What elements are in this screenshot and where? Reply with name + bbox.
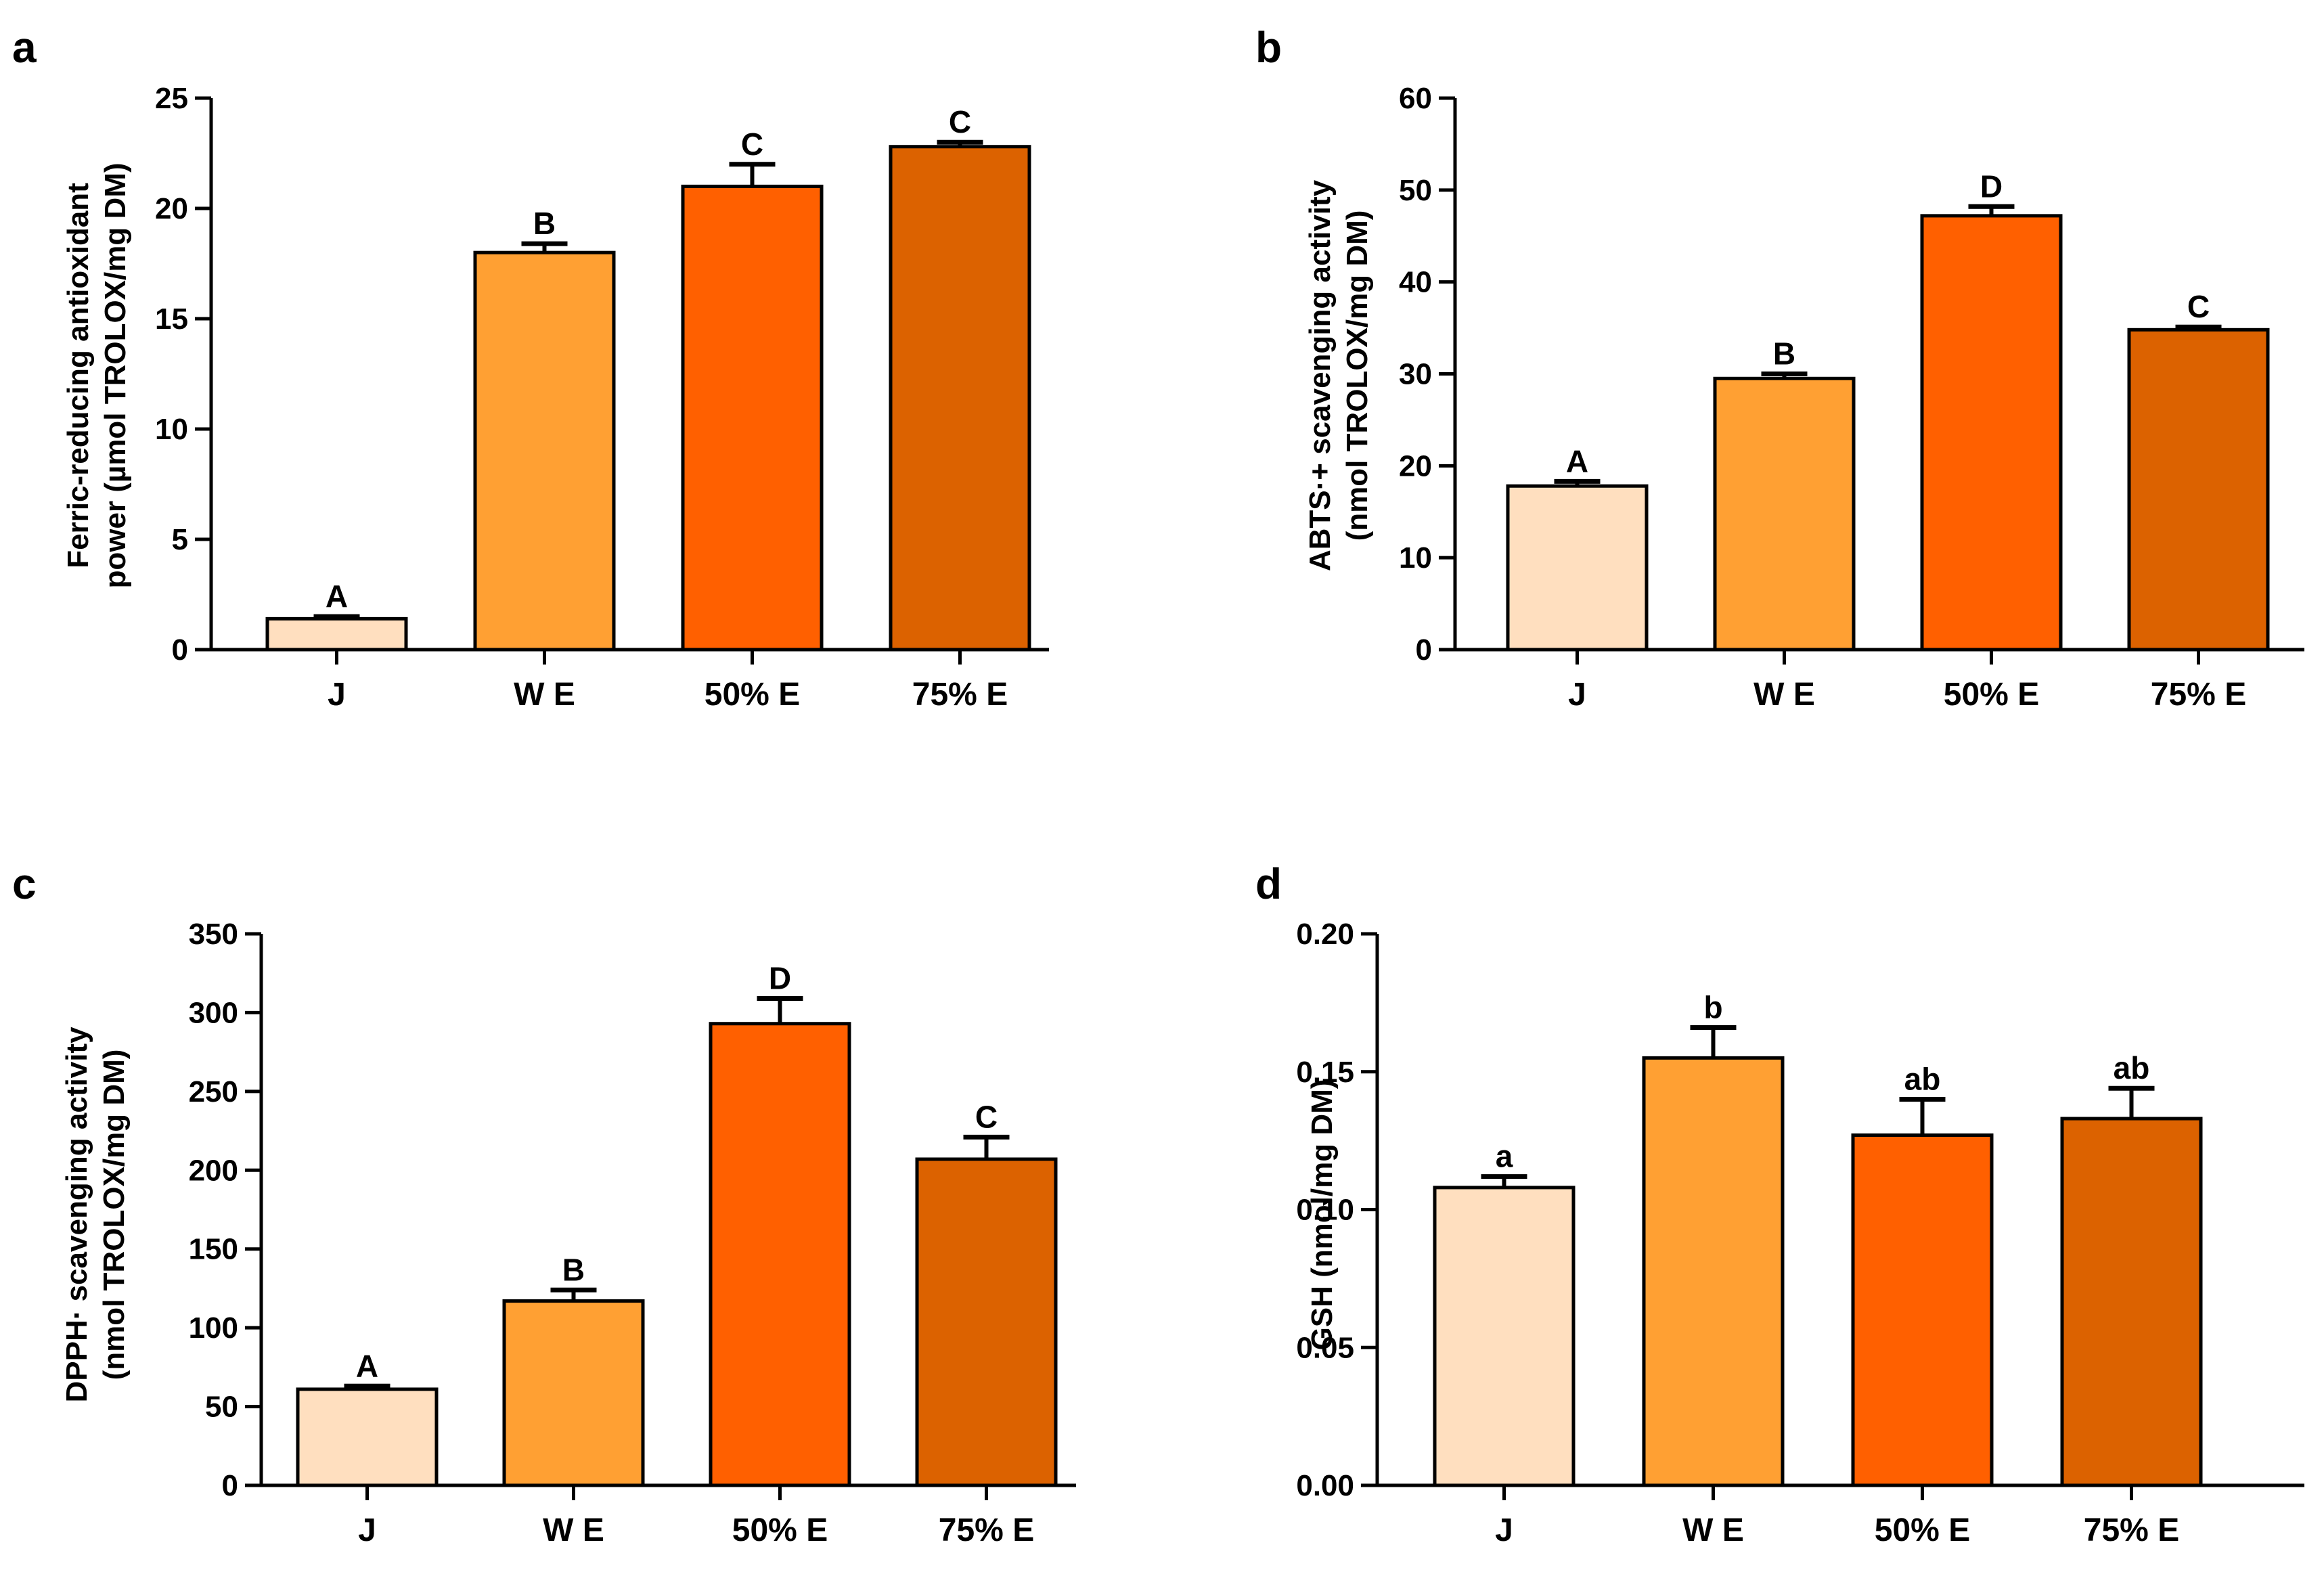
y-tick-label-a-3: 15 <box>155 302 188 336</box>
category-label-a-0: J <box>328 677 346 713</box>
significance-label-d-0: a <box>1496 1139 1513 1174</box>
significance-label-a-2: C <box>741 127 763 162</box>
y-axis-title-c-line1: DPPH· scavenging activity <box>60 1027 93 1403</box>
y-tick-label-a-5: 25 <box>155 82 188 115</box>
panel-letter-a: a <box>12 23 37 72</box>
category-label-c-0: J <box>358 1512 376 1548</box>
significance-label-b-2: D <box>1980 168 2003 204</box>
bar-b-0 <box>1506 484 1649 652</box>
panel-letter-b: b <box>1255 23 1282 72</box>
category-label-b-0: J <box>1568 677 1586 713</box>
y-tick-label-b-6: 60 <box>1399 82 1432 115</box>
panel-b: b ABTS·+ scavenging activity (nmol TROLO… <box>1255 23 1374 571</box>
y-axis-title-a-line1: Ferric-reducing antioxidant <box>62 183 95 568</box>
y-tick-label-b-1: 10 <box>1399 541 1432 575</box>
significance-label-a-1: B <box>533 206 556 241</box>
significance-label-c-2: D <box>769 960 791 995</box>
significance-label-a-0: A <box>326 579 348 614</box>
y-axis-title-a-line2: power (µmol TROLOX/mg DM) <box>99 162 132 588</box>
y-tick-label-c-5: 250 <box>189 1075 238 1108</box>
significance-label-d-3: ab <box>2114 1050 2150 1085</box>
bar-a-2 <box>681 184 824 652</box>
bar-a-3 <box>889 145 1031 652</box>
y-tick-label-d-3: 0.15 <box>1296 1056 1354 1089</box>
y-tick-label-c-4: 200 <box>189 1154 238 1187</box>
y-tick-label-d-2: 0.10 <box>1296 1194 1354 1227</box>
y-tick-label-b-5: 50 <box>1399 174 1432 207</box>
bar-d-2 <box>1851 1133 1994 1487</box>
significance-label-c-0: A <box>356 1348 378 1383</box>
panel-letter-d: d <box>1255 859 1282 908</box>
panel-letter-c: c <box>12 859 37 908</box>
significance-label-d-1: b <box>1703 990 1722 1025</box>
y-tick-label-c-2: 100 <box>189 1311 238 1345</box>
y-tick-label-c-1: 50 <box>205 1391 238 1424</box>
bar-d-1 <box>1642 1056 1785 1487</box>
y-tick-label-c-7: 350 <box>189 918 238 951</box>
chart-c: 0 50 100 150 200 250 300 350 A J B W E D 50% E C 75% E <box>189 918 1076 1548</box>
category-label-d-0: J <box>1495 1512 1513 1548</box>
y-tick-label-d-0: 0.00 <box>1296 1469 1354 1502</box>
y-tick-label-c-0: 0 <box>222 1469 238 1502</box>
y-tick-label-c-3: 150 <box>189 1233 238 1266</box>
y-tick-label-b-3: 30 <box>1399 358 1432 391</box>
category-label-b-3: 75% E <box>2151 677 2246 713</box>
y-tick-label-a-4: 20 <box>155 192 188 225</box>
y-tick-label-d-1: 0.05 <box>1296 1331 1354 1364</box>
panel-a: a Ferric-reducing antioxidant power (µmo… <box>12 23 132 589</box>
significance-label-b-1: B <box>1773 336 1795 372</box>
y-axis-title-d: GSH (nmol/mg DM) <box>1305 1079 1339 1351</box>
significance-label-b-0: A <box>1566 443 1588 478</box>
category-label-b-1: W E <box>1753 677 1815 713</box>
bar-c-2 <box>709 1022 851 1487</box>
category-label-c-1: W E <box>543 1512 604 1548</box>
bar-b-1 <box>1713 376 1856 652</box>
category-label-d-2: 50% E <box>1875 1512 1970 1548</box>
panel-d: d GSH (nmol/mg DM) <box>1255 859 1339 1350</box>
category-label-d-1: W E <box>1682 1512 1744 1548</box>
y-tick-label-b-0: 0 <box>1416 633 1432 667</box>
category-label-c-2: 50% E <box>732 1512 828 1548</box>
bar-d-0 <box>1433 1186 1576 1487</box>
category-label-a-2: 50% E <box>705 677 800 713</box>
y-axis-title-b-line2: (nmol TROLOX/mg DM) <box>1341 210 1374 541</box>
y-tick-label-a-1: 5 <box>172 523 188 556</box>
category-label-c-3: 75% E <box>939 1512 1034 1548</box>
bar-b-2 <box>1920 214 2063 652</box>
category-label-b-2: 50% E <box>1944 677 2039 713</box>
bar-c-3 <box>915 1157 1058 1487</box>
y-tick-label-b-2: 20 <box>1399 449 1432 482</box>
category-label-a-1: W E <box>514 677 575 713</box>
y-axis-title-b-line1: ABTS·+ scavenging activity <box>1303 179 1337 571</box>
bar-a-0 <box>265 616 408 652</box>
y-tick-label-c-6: 300 <box>189 996 238 1029</box>
bar-d-3 <box>2060 1117 2203 1487</box>
significance-label-c-3: C <box>975 1099 998 1134</box>
chart-a: 0 5 10 15 20 25 A J B W E C 50% E C 75% E <box>155 82 1049 713</box>
y-tick-label-b-4: 40 <box>1399 266 1432 299</box>
bar-c-0 <box>296 1387 439 1487</box>
significance-label-d-2: ab <box>1904 1062 1941 1097</box>
significance-label-a-3: C <box>949 104 971 139</box>
y-tick-label-d-4: 0.20 <box>1296 918 1354 951</box>
bar-b-3 <box>2127 328 2270 652</box>
y-axis-title-c-line2: (nmol TROLOX/mg DM) <box>97 1050 131 1380</box>
significance-label-c-1: B <box>562 1252 585 1287</box>
y-tick-label-a-2: 10 <box>155 413 188 446</box>
category-label-d-3: 75% E <box>2084 1512 2179 1548</box>
bar-c-1 <box>502 1299 645 1487</box>
chart-d: 0.00 0.05 0.10 0.15 0.20 a Jb W E ab 50% E ab 75% E <box>1296 918 2304 1548</box>
y-tick-label-a-0: 0 <box>172 633 188 667</box>
bar-a-1 <box>473 250 616 652</box>
category-label-a-3: 75% E <box>912 677 1008 713</box>
panel-c: c DPPH· scavenging activity (nmol TROLOX… <box>12 859 131 1403</box>
chart-b: 0 10 20 30 40 50 60 A J B W E D 50% E C 75% E <box>1399 82 2304 713</box>
significance-label-b-3: C <box>2187 289 2210 324</box>
